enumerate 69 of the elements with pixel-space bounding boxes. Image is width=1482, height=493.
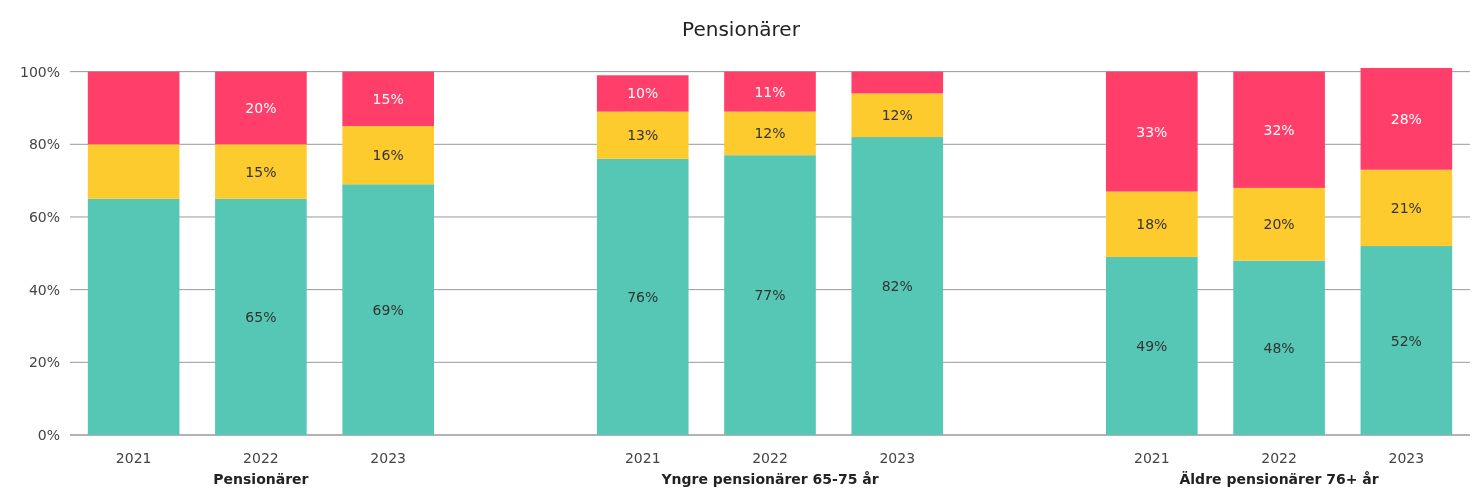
bar — [1360, 246, 1453, 435]
bar — [596, 75, 689, 112]
data-label: 20% — [1263, 216, 1295, 233]
x-tick-label: 2022 — [243, 450, 279, 466]
bar — [1233, 71, 1325, 188]
y-tick-label: 80% — [28, 136, 60, 153]
x-tick-label: 2023 — [370, 450, 406, 466]
bar — [1106, 71, 1198, 192]
data-label: 65% — [245, 308, 277, 325]
bar — [851, 93, 944, 138]
text: Pensionärer — [213, 471, 309, 487]
bar — [87, 198, 180, 435]
bar — [1106, 256, 1198, 435]
bar — [851, 71, 944, 94]
bar — [1106, 191, 1198, 257]
data-label: 15% — [372, 90, 404, 107]
data-label: 10% — [627, 85, 659, 102]
data-label: 12% — [754, 125, 786, 142]
chart-title: Pensionärer — [682, 17, 801, 41]
y-tick-label: 0% — [37, 427, 60, 443]
bar — [1360, 169, 1453, 247]
data-label: 16% — [372, 147, 404, 164]
text: Yngre pensionärer 65-75 år — [660, 471, 879, 487]
x-tick-label: 2023 — [1388, 450, 1425, 466]
data-label: 20% — [245, 99, 277, 116]
bar — [724, 155, 816, 435]
bar — [596, 111, 689, 159]
data-label: 13% — [627, 127, 659, 144]
x-tick-label: 2021 — [115, 450, 152, 466]
data-label: 76% — [627, 288, 659, 305]
data-label: 82% — [881, 278, 913, 295]
data-label: 48% — [1263, 339, 1295, 356]
data-label: 33% — [1136, 123, 1168, 140]
data-label: 15% — [245, 163, 277, 180]
x-tick-label: 2021 — [624, 450, 661, 466]
data-label: 77% — [754, 287, 786, 304]
bar — [87, 144, 180, 199]
data-label: 28% — [1390, 110, 1422, 127]
data-label: 21% — [1390, 199, 1422, 216]
bar — [342, 71, 434, 127]
x-tick-label: 2022 — [752, 450, 788, 466]
bar — [1233, 187, 1325, 261]
x-tick-label: 2023 — [879, 450, 916, 466]
bar — [1360, 68, 1453, 170]
bar — [215, 144, 307, 199]
y-tick-label: 20% — [28, 354, 60, 371]
bar — [342, 184, 434, 435]
bar — [87, 71, 180, 145]
bar — [215, 198, 307, 435]
data-label: 11% — [754, 83, 786, 100]
data-label: 49% — [1136, 337, 1168, 354]
x-tick-label: 2021 — [1134, 450, 1170, 466]
data-label: 12% — [881, 107, 913, 124]
bar — [596, 158, 689, 435]
bar — [342, 126, 434, 185]
bar — [1233, 260, 1325, 435]
data-label: 52% — [1390, 332, 1422, 349]
bar — [724, 71, 816, 112]
y-tick-label: 40% — [28, 281, 60, 298]
x-tick-label: 2022 — [1261, 450, 1297, 466]
y-tick-label: 60% — [28, 208, 60, 225]
data-label: 69% — [372, 301, 404, 318]
data-label: 32% — [1263, 121, 1295, 138]
bar — [215, 71, 307, 145]
bar — [851, 137, 944, 435]
text: Äldre pensionärer 76+ år — [1179, 471, 1379, 487]
y-tick-label: 100% — [19, 63, 60, 80]
data-label: 18% — [1136, 216, 1168, 233]
bar — [724, 111, 816, 156]
